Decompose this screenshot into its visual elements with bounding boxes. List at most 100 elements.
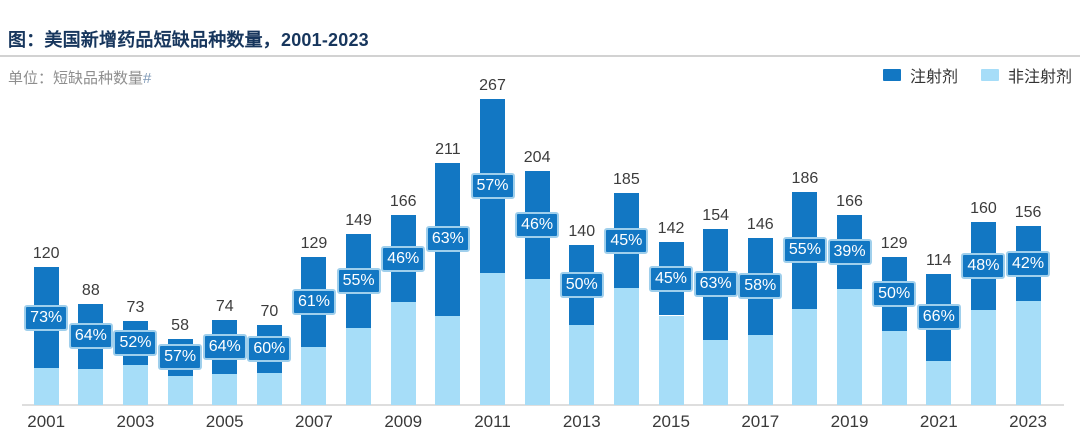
bar-total-label: 114	[926, 252, 952, 270]
x-axis-line	[22, 404, 1064, 406]
x-tick-2003: 2003	[116, 412, 155, 431]
bar-segment-non-injectable	[613, 288, 639, 405]
stacked-bar-2007	[301, 257, 327, 405]
bar-segment-non-injectable	[926, 360, 952, 405]
x-tick-2013: 2013	[562, 412, 601, 431]
unit-text: 单位：短缺品种数量	[8, 70, 144, 87]
injectable-share-badge: 45%	[649, 265, 694, 292]
injectable-share-badge: 55%	[336, 268, 381, 295]
bar-total-label: 154	[702, 206, 729, 224]
bar-segment-non-injectable	[346, 328, 372, 405]
unit-label: 单位：短缺品种数量#	[8, 67, 151, 88]
bar-segment-non-injectable	[1015, 301, 1041, 405]
stacked-bar-2017	[747, 237, 773, 405]
bar-segment-non-injectable	[524, 278, 550, 405]
bar-total-label: 88	[81, 282, 100, 300]
bar-total-label: 185	[613, 170, 640, 188]
injectable-share-badge: 57%	[158, 344, 203, 371]
stacked-bar-2012	[524, 171, 550, 405]
x-tick-2001: 2001	[27, 412, 66, 431]
legend-swatch-injectable	[882, 69, 901, 81]
stacked-bar-2021	[926, 274, 952, 405]
stacked-bar-2019	[837, 214, 863, 405]
bar-segment-non-injectable	[792, 309, 818, 405]
injectable-share-badge: 57%	[470, 173, 515, 200]
bar-segment-non-injectable	[658, 315, 684, 405]
bar-total-label: 140	[568, 222, 596, 240]
stacked-bar-2005	[212, 320, 238, 405]
bar-total-label: 142	[657, 220, 685, 238]
bar-total-label: 74	[215, 298, 234, 316]
bar-segment-non-injectable	[256, 372, 282, 405]
x-tick-2011: 2011	[474, 412, 511, 431]
title-divider	[0, 55, 1080, 57]
injectable-share-badge: 64%	[68, 323, 113, 350]
bar-total-label: 120	[32, 245, 60, 263]
bar-total-label: 186	[791, 169, 819, 187]
legend-label-non-injectable: 非注射剂	[1007, 69, 1072, 86]
bar-total-label: 267	[479, 77, 506, 94]
injectable-share-badge: 63%	[425, 226, 470, 253]
bar-total-label: 204	[523, 149, 551, 167]
injectable-share-badge: 48%	[961, 252, 1006, 279]
stacked-bar-2001	[33, 267, 59, 405]
stacked-bar-2018	[792, 191, 818, 405]
x-tick-2015: 2015	[652, 412, 690, 431]
bar-total-label: 129	[880, 235, 908, 253]
stacked-bar-2010	[435, 163, 461, 405]
injectable-share-badge: 45%	[604, 227, 649, 254]
stacked-bar-2014	[613, 192, 639, 405]
bar-total-label: 73	[126, 299, 145, 317]
legend: 注射剂 非注射剂	[882, 63, 1072, 87]
bar-total-label: 166	[389, 192, 417, 210]
bar-total-label: 149	[345, 212, 372, 230]
injectable-share-badge: 46%	[381, 245, 426, 272]
injectable-share-badge: 55%	[782, 237, 827, 264]
injectable-share-badge: 73%	[24, 304, 69, 331]
stacked-bar-2020	[881, 257, 907, 405]
injectable-share-badge: 66%	[916, 304, 961, 331]
bar-segment-non-injectable	[212, 374, 238, 405]
bar-segment-non-injectable	[301, 347, 327, 405]
bar-segment-non-injectable	[435, 315, 461, 405]
bar-segment-non-injectable	[167, 376, 193, 405]
unit-suffix: #	[143, 70, 152, 87]
stacked-bar-2011	[480, 99, 505, 405]
injectable-share-badge: 52%	[113, 330, 158, 357]
bar-segment-non-injectable	[569, 324, 595, 405]
bar-total-label: 146	[746, 215, 774, 233]
stacked-bar-2016	[703, 228, 729, 405]
bar-segment-non-injectable	[78, 368, 104, 405]
bar-segment-non-injectable	[122, 364, 148, 405]
bar-segment-non-injectable	[703, 339, 729, 405]
injectable-share-badge: 39%	[827, 238, 872, 265]
x-tick-2007: 2007	[295, 412, 333, 431]
bar-total-label: 156	[1014, 204, 1042, 222]
injectable-share-badge: 63%	[693, 271, 738, 298]
bar-segment-non-injectable	[747, 334, 773, 405]
injectable-share-badge: 61%	[291, 289, 336, 316]
injectable-share-badge: 58%	[738, 273, 783, 300]
bar-segment-non-injectable	[390, 302, 416, 405]
bar-total-label: 211	[435, 141, 461, 159]
x-tick-2021: 2021	[919, 412, 958, 431]
stacked-bar-2009	[390, 214, 416, 405]
legend-swatch-non-injectable	[980, 69, 999, 81]
injectable-share-badge: 46%	[515, 211, 560, 238]
bar-total-label: 70	[260, 302, 279, 320]
bar-total-label: 166	[836, 192, 863, 210]
x-tick-2023: 2023	[1009, 412, 1047, 431]
injectable-share-badge: 64%	[202, 334, 247, 361]
bar-segment-non-injectable	[881, 331, 907, 405]
injectable-share-badge: 50%	[872, 281, 917, 308]
stacked-bar-2008	[346, 234, 372, 405]
bar-total-label: 58	[171, 316, 189, 334]
x-tick-2009: 2009	[384, 412, 423, 431]
legend-label-injectable: 注射剂	[909, 69, 958, 86]
stacked-bar-2002	[78, 304, 104, 405]
x-tick-2017: 2017	[741, 412, 780, 431]
bar-total-label: 160	[970, 199, 997, 217]
bar-segment-non-injectable	[480, 273, 505, 405]
